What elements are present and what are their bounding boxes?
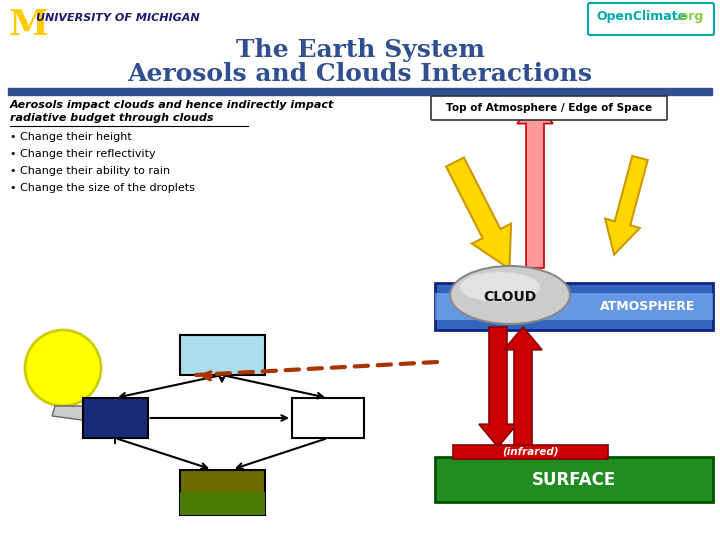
Ellipse shape — [450, 266, 570, 324]
Ellipse shape — [460, 272, 540, 302]
Bar — [435, 457, 713, 502]
Text: radiative budget through clouds: radiative budget through clouds — [10, 113, 214, 123]
Bar — [83, 398, 148, 438]
Bar — [179, 492, 264, 515]
FancyBboxPatch shape — [588, 3, 714, 35]
Text: OpenClimate: OpenClimate — [596, 10, 686, 23]
Polygon shape — [504, 327, 542, 447]
Text: The Earth System: The Earth System — [235, 38, 485, 62]
Text: • Change their height: • Change their height — [10, 132, 132, 142]
Polygon shape — [446, 158, 511, 269]
Text: • Change their reflectivity: • Change their reflectivity — [10, 149, 156, 159]
Text: Aerosols impact clouds and hence indirectly impact: Aerosols impact clouds and hence indirec… — [10, 100, 334, 110]
Text: CLOUD: CLOUD — [483, 290, 536, 304]
Text: ATMOSPHERE: ATMOSPHERE — [600, 300, 696, 314]
Text: SURFACE: SURFACE — [532, 471, 616, 489]
Text: Top of Atmosphere / Edge of Space: Top of Atmosphere / Edge of Space — [446, 103, 652, 113]
Text: Aerosols and Clouds Interactions: Aerosols and Clouds Interactions — [127, 62, 593, 86]
Polygon shape — [52, 406, 95, 420]
Circle shape — [25, 330, 101, 406]
Bar — [453, 445, 608, 459]
Polygon shape — [605, 156, 648, 254]
Bar — [179, 335, 264, 375]
Text: M: M — [8, 8, 48, 42]
Text: .org: .org — [676, 10, 704, 23]
Text: (infrared): (infrared) — [502, 447, 558, 457]
Bar — [435, 293, 713, 320]
Polygon shape — [517, 102, 553, 268]
Polygon shape — [479, 327, 517, 447]
Text: • Change the size of the droplets: • Change the size of the droplets — [10, 183, 195, 193]
Text: • Change their ability to rain: • Change their ability to rain — [10, 166, 170, 176]
Bar — [292, 398, 364, 438]
FancyBboxPatch shape — [431, 96, 667, 120]
Bar — [179, 469, 264, 515]
Text: UNIVERSITY OF MICHIGAN: UNIVERSITY OF MICHIGAN — [36, 13, 199, 23]
Bar — [8, 88, 712, 95]
Bar — [435, 283, 713, 330]
